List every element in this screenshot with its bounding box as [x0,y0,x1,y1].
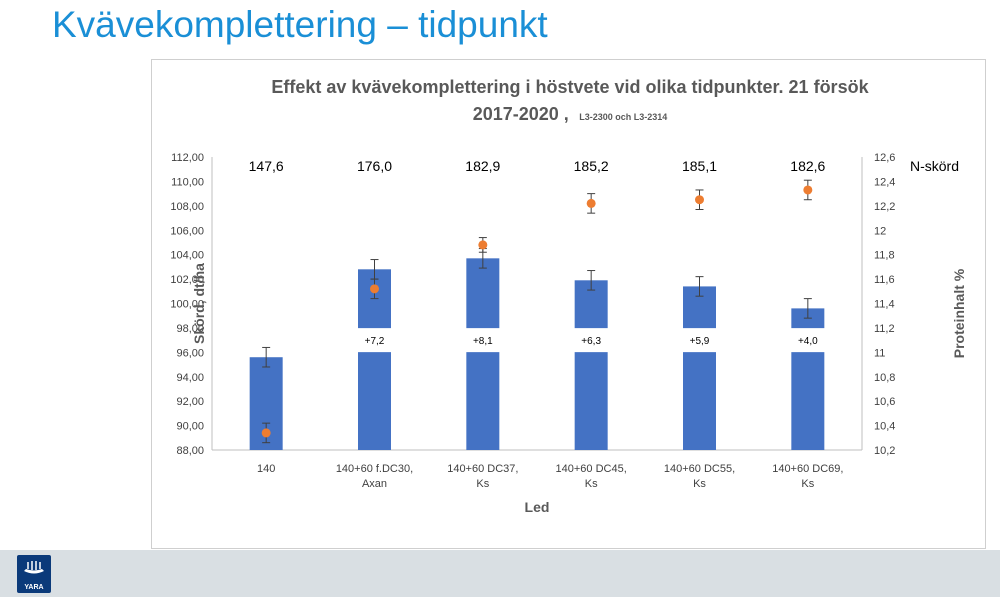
y-tick-label: 92,00 [176,396,204,408]
x-tick-label: Ks [585,478,598,490]
x-tick-label: Ks [801,478,814,490]
y2-tick-label: 12,2 [874,201,895,213]
protein-point [695,195,704,205]
difference-label: +5,9 [690,336,710,347]
y2-tick-label: 11,8 [874,250,895,262]
y2-tick-label: 11 [874,347,885,359]
y-tick-label: 96,00 [176,347,204,359]
chart-title-line2: 2017-2020 , L3-2300 och L3-2314 [473,104,668,124]
logo-text: YARA [24,584,44,591]
x-axis-title: Led [525,499,550,515]
n-yield-label: 182,9 [465,158,500,174]
y-tick-label: 112,00 [171,152,204,164]
protein-point [370,284,379,294]
x-tick-label: 140+60 DC37, [447,463,518,475]
y2-tick-label: 12,6 [874,152,895,164]
difference-label: +7,2 [365,336,385,347]
x-tick-label: Ks [476,478,489,490]
x-tick-label: 140+60 f.DC30, [336,463,413,475]
n-yield-label: 176,0 [357,158,392,174]
difference-label-box [546,328,637,353]
bar [358,269,391,450]
y2-tick-label: 10,6 [874,396,895,408]
difference-label: +4,0 [798,336,818,347]
chart-title-line1: Effekt av kvävekomplettering i höstvete … [271,77,869,97]
x-tick-label: Ks [693,478,706,490]
difference-label-box [762,328,853,353]
y-tick-label: 90,00 [176,421,204,433]
y-tick-label: 94,00 [176,372,204,384]
chart-title-line2-main: 2017-2020 , [473,104,569,124]
yara-logo: YARA [17,555,51,593]
plot-area: 88,00 90,00 92,00 94,00 96,00 98,00 100,00 102,… [170,152,967,515]
n-yield-series-label: N-skörd [910,158,959,174]
difference-label-box [654,328,745,353]
n-yield-label: 185,2 [574,158,609,174]
y-tick-label: 110,00 [171,176,204,188]
chart-frame: Effekt av kvävekomplettering i höstvete … [151,59,986,549]
y-axis-title: Skörd, dt/ha [191,263,207,344]
x-tick-label: Axan [362,478,387,490]
y2-tick-label: 11,6 [874,274,895,286]
difference-label-box [437,328,528,353]
protein-point [478,240,488,250]
y-tick-label: 104,00 [170,250,204,262]
viking-ship-icon [24,561,44,574]
y-tick-label: 102,00 [170,274,204,286]
n-yield-label: 182,6 [790,158,825,174]
y2-tick-label: 11,2 [874,323,895,335]
y2-tick-label: 10,2 [874,445,895,457]
y-tick-label: 98,00 [176,323,204,335]
y-tick-label: 88,00 [176,445,204,457]
y2-tick-label: 12,4 [874,176,895,188]
bar [683,286,716,450]
x-tick-label: 140+60 DC55, [664,463,735,475]
x-tick-label: 140 [257,463,275,475]
n-yield-label: 185,1 [682,158,717,174]
chart-title-line2-small: L3-2300 och L3-2314 [579,112,667,122]
difference-label-box [329,328,420,353]
y2-tick-label: 10,4 [874,421,895,433]
footer-band [0,550,1000,597]
y-tick-label: 100,00 [170,299,204,311]
difference-label: +8,1 [473,336,493,347]
x-tick-label: 140+60 DC69, [772,463,843,475]
y2-axis-title: Proteinhalt % [951,268,967,358]
y-tick-label: 108,00 [170,201,204,213]
chart: Effekt av kvävekomplettering i höstvete … [170,77,967,515]
y2-tick-label: 12 [874,225,886,237]
n-yield-label: 147,6 [249,158,284,174]
bar [466,258,500,450]
difference-label: +6,3 [581,336,601,347]
y2-tick-label: 11,4 [874,299,895,311]
y-tick-label: 106,00 [170,225,204,237]
protein-point [803,185,813,195]
slide-title: Kvävekomplettering – tidpunkt [52,4,548,45]
bar [574,280,608,450]
protein-point [586,198,596,208]
x-tick-label: 140+60 DC45, [556,463,627,475]
y2-tick-label: 10,8 [874,372,895,384]
protein-point [261,428,271,438]
